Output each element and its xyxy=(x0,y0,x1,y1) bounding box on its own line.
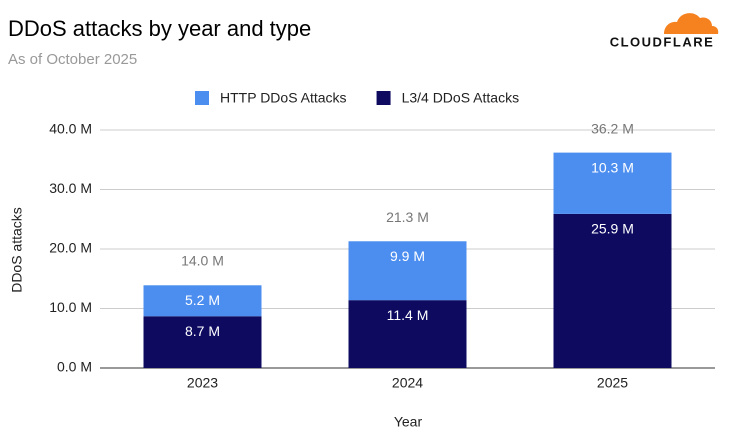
bar-segment xyxy=(553,213,672,368)
total-label: 21.3 M xyxy=(386,209,429,225)
value-label: 11.4 M xyxy=(387,307,429,323)
value-label: 10.3 M xyxy=(591,159,634,175)
y-tick-label: 30.0 M xyxy=(49,180,92,196)
x-tick-label: 2024 xyxy=(392,375,423,391)
value-label: 8.7 M xyxy=(185,323,220,339)
bar-segment xyxy=(143,316,262,368)
value-label: 5.2 M xyxy=(185,292,220,308)
x-tick-label: 2025 xyxy=(597,375,628,391)
logo-text: CLOUDFLARE xyxy=(610,34,715,49)
bar-segment xyxy=(553,152,672,214)
legend-swatch xyxy=(195,91,209,105)
chart-subtitle: As of October 2025 xyxy=(8,51,137,68)
bar-segment xyxy=(348,300,467,368)
value-label: 9.9 M xyxy=(390,248,425,264)
y-tick-label: 10.0 M xyxy=(49,299,92,315)
logo: CLOUDFLARE xyxy=(610,13,719,49)
logo-cloud xyxy=(664,13,719,35)
chart-title: DDoS attacks by year and type xyxy=(8,16,311,41)
legend-swatch xyxy=(376,91,391,105)
total-label: 14.0 M xyxy=(181,252,224,268)
legend-label: L3/4 DDoS Attacks xyxy=(402,90,520,106)
y-tick-label: 20.0 M xyxy=(49,240,92,256)
legend-label: HTTP DDoS Attacks xyxy=(220,90,347,106)
x-axis-label: Year xyxy=(394,414,423,430)
y-axis-label: DDoS attacks xyxy=(9,207,25,293)
bar-segment xyxy=(143,285,262,317)
x-tick-label: 2023 xyxy=(187,375,218,391)
y-tick-label: 0.0 M xyxy=(57,359,92,375)
bar-segment xyxy=(348,241,467,301)
value-label: 25.9 M xyxy=(591,221,634,237)
total-label: 36.2 M xyxy=(591,120,634,136)
y-tick-label: 40.0 M xyxy=(49,121,92,137)
